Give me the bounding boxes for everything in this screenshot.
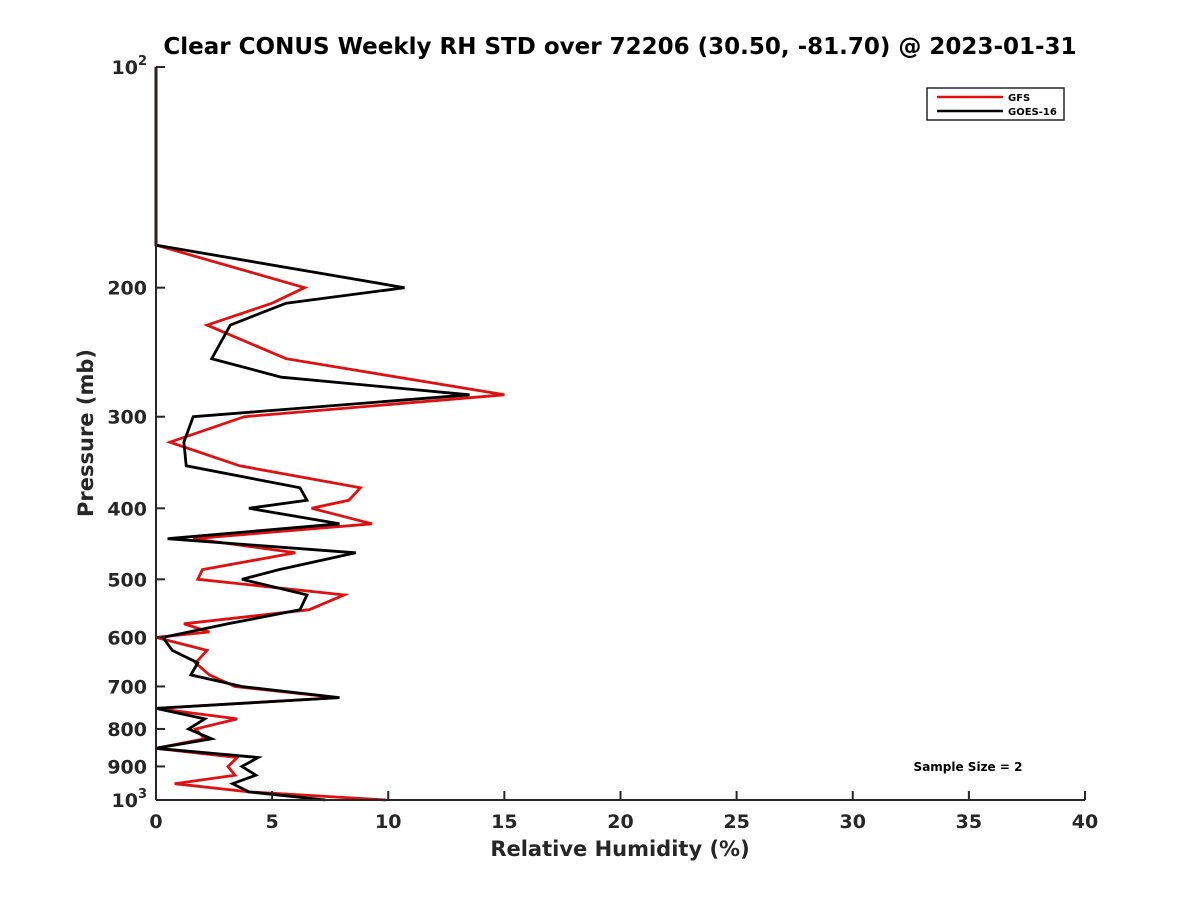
x-axis-ticks: 0 5 10 15 20 25 30 35 40 — [149, 791, 1098, 833]
legend-label-goes16: GOES-16 — [1008, 107, 1057, 118]
y-axis-ticks: 102 200 300 400 500 600 700 800 900 103 — [107, 54, 165, 812]
series-line-goes16 — [154, 67, 470, 802]
x-tick-label-25: 25 — [723, 811, 749, 833]
y-tick-label-400: 400 — [107, 498, 147, 520]
sample-size-annotation: Sample Size = 2 — [914, 760, 1023, 774]
y-tick-label-700: 700 — [107, 676, 147, 698]
y-tick-label-600: 600 — [107, 627, 147, 649]
x-tick-label-30: 30 — [840, 811, 866, 833]
y-tick-label-800: 800 — [107, 719, 147, 741]
y-tick-label-500: 500 — [107, 569, 147, 591]
y-tick-label-100: 102 — [112, 54, 148, 79]
y-tick-label-300: 300 — [107, 407, 147, 429]
legend-box — [926, 87, 1065, 121]
x-tick-label-15: 15 — [491, 811, 517, 833]
x-axis-label: Relative Humidity (%) — [490, 837, 749, 861]
x-tick-label-0: 0 — [149, 811, 162, 833]
legend-label-gfs: GFS — [1008, 93, 1030, 104]
y-tick-label-900: 900 — [107, 756, 147, 778]
legend: GFS GOES-16 — [926, 87, 1065, 121]
y-tick-label-200: 200 — [107, 278, 147, 300]
x-tick-label-35: 35 — [956, 811, 982, 833]
x-tick-label-40: 40 — [1072, 811, 1098, 833]
x-tick-label-20: 20 — [607, 811, 633, 833]
x-tick-label-10: 10 — [375, 811, 401, 833]
y-tick-label-1000: 103 — [112, 787, 148, 812]
plot-lines — [154, 67, 505, 802]
chart-title: Clear CONUS Weekly RH STD over 72206 (30… — [163, 34, 1076, 60]
y-axis-label: Pressure (mb) — [74, 349, 98, 517]
x-tick-label-5: 5 — [266, 811, 279, 833]
